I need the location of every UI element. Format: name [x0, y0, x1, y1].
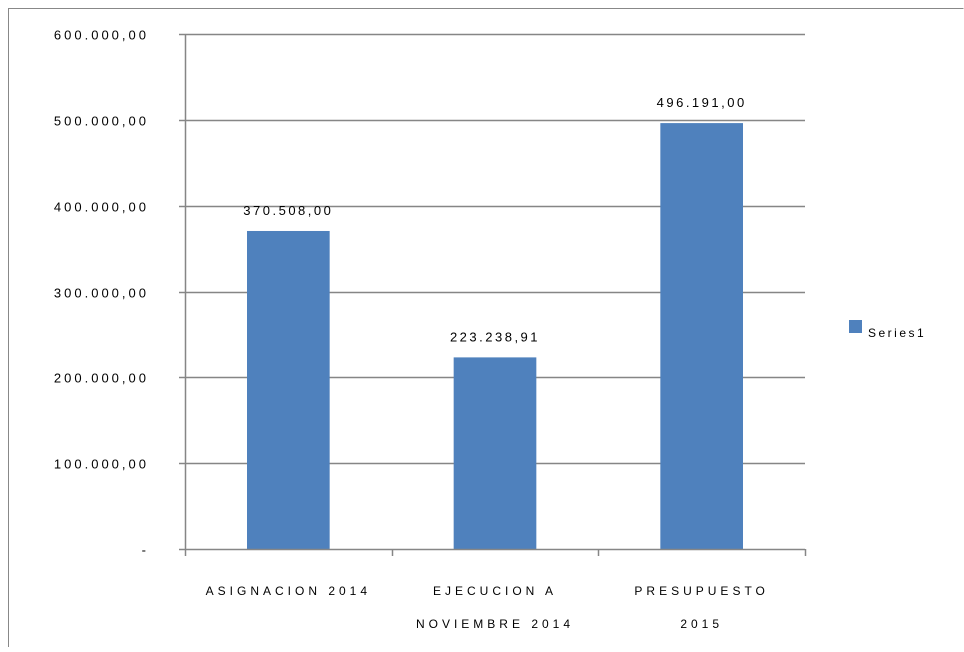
- data-label: 370.508,00: [243, 203, 333, 218]
- bar: [660, 123, 743, 549]
- y-tick-label: 400.000,00: [54, 200, 149, 215]
- x-tick-label: PRESUPUESTO: [634, 584, 768, 598]
- data-label: 223.238,91: [450, 329, 540, 344]
- bar: [453, 357, 537, 549]
- chart-border: [8, 8, 964, 647]
- legend-swatch: [849, 320, 862, 333]
- legend: Series1: [849, 320, 926, 340]
- labels: - 100.000,00 200.000,00 300.000,00 400.000,0…: [54, 28, 768, 632]
- x-tick-label: EJECUCION A: [433, 584, 557, 598]
- x-tick-label: NOVIEMBRE 2014: [416, 617, 574, 631]
- y-tick-label: 200.000,00: [54, 371, 149, 386]
- y-tick-label: -: [142, 543, 149, 558]
- bars: [247, 123, 743, 549]
- y-tick-label: 500.000,00: [54, 114, 149, 129]
- bar: [247, 230, 330, 549]
- legend-label: Series1: [868, 326, 926, 340]
- data-label: 496.191,00: [657, 95, 747, 110]
- y-tick-label: 100.000,00: [54, 457, 149, 472]
- x-tick-label: ASIGNACION 2014: [206, 584, 371, 598]
- y-tick-label: 300.000,00: [54, 286, 149, 301]
- y-tick-label: 600.000,00: [54, 28, 149, 43]
- axes: [179, 33, 807, 556]
- x-tick-label: 2015: [680, 617, 723, 631]
